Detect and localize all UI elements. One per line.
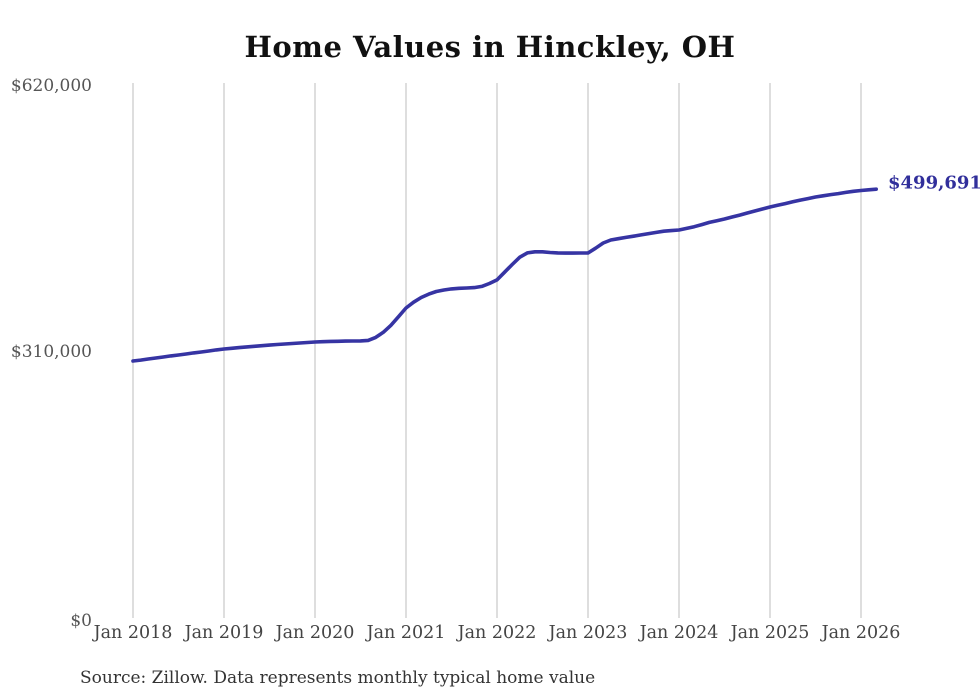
y-axis-tick-2: $620,000 xyxy=(10,76,92,96)
x-axis-tick-jan-2019: Jan 2019 xyxy=(184,623,264,643)
y-axis-tick-0: $0 xyxy=(70,611,92,631)
x-axis-tick-jan-2024: Jan 2024 xyxy=(639,623,719,643)
home-value-line xyxy=(131,187,878,363)
x-axis-tick-jan-2020: Jan 2020 xyxy=(275,623,355,643)
x-axis-tick-jan-2025: Jan 2025 xyxy=(730,623,810,643)
latest-value-label: $499,691 xyxy=(888,172,980,194)
x-axis-tick-jan-2026: Jan 2026 xyxy=(821,623,901,643)
source-note: Source: Zillow. Data represents monthly … xyxy=(80,668,596,688)
vertical-gridlines xyxy=(132,83,862,618)
x-axis-tick-jan-2018: Jan 2018 xyxy=(93,623,173,643)
chart-title: Home Values in Hinckley, OH xyxy=(244,30,736,64)
x-axis-tick-jan-2021: Jan 2021 xyxy=(366,623,446,643)
y-axis-tick-1: $310,000 xyxy=(10,342,92,362)
x-axis-tick-jan-2023: Jan 2023 xyxy=(548,623,628,643)
x-axis-tick-jan-2022: Jan 2022 xyxy=(457,623,537,643)
